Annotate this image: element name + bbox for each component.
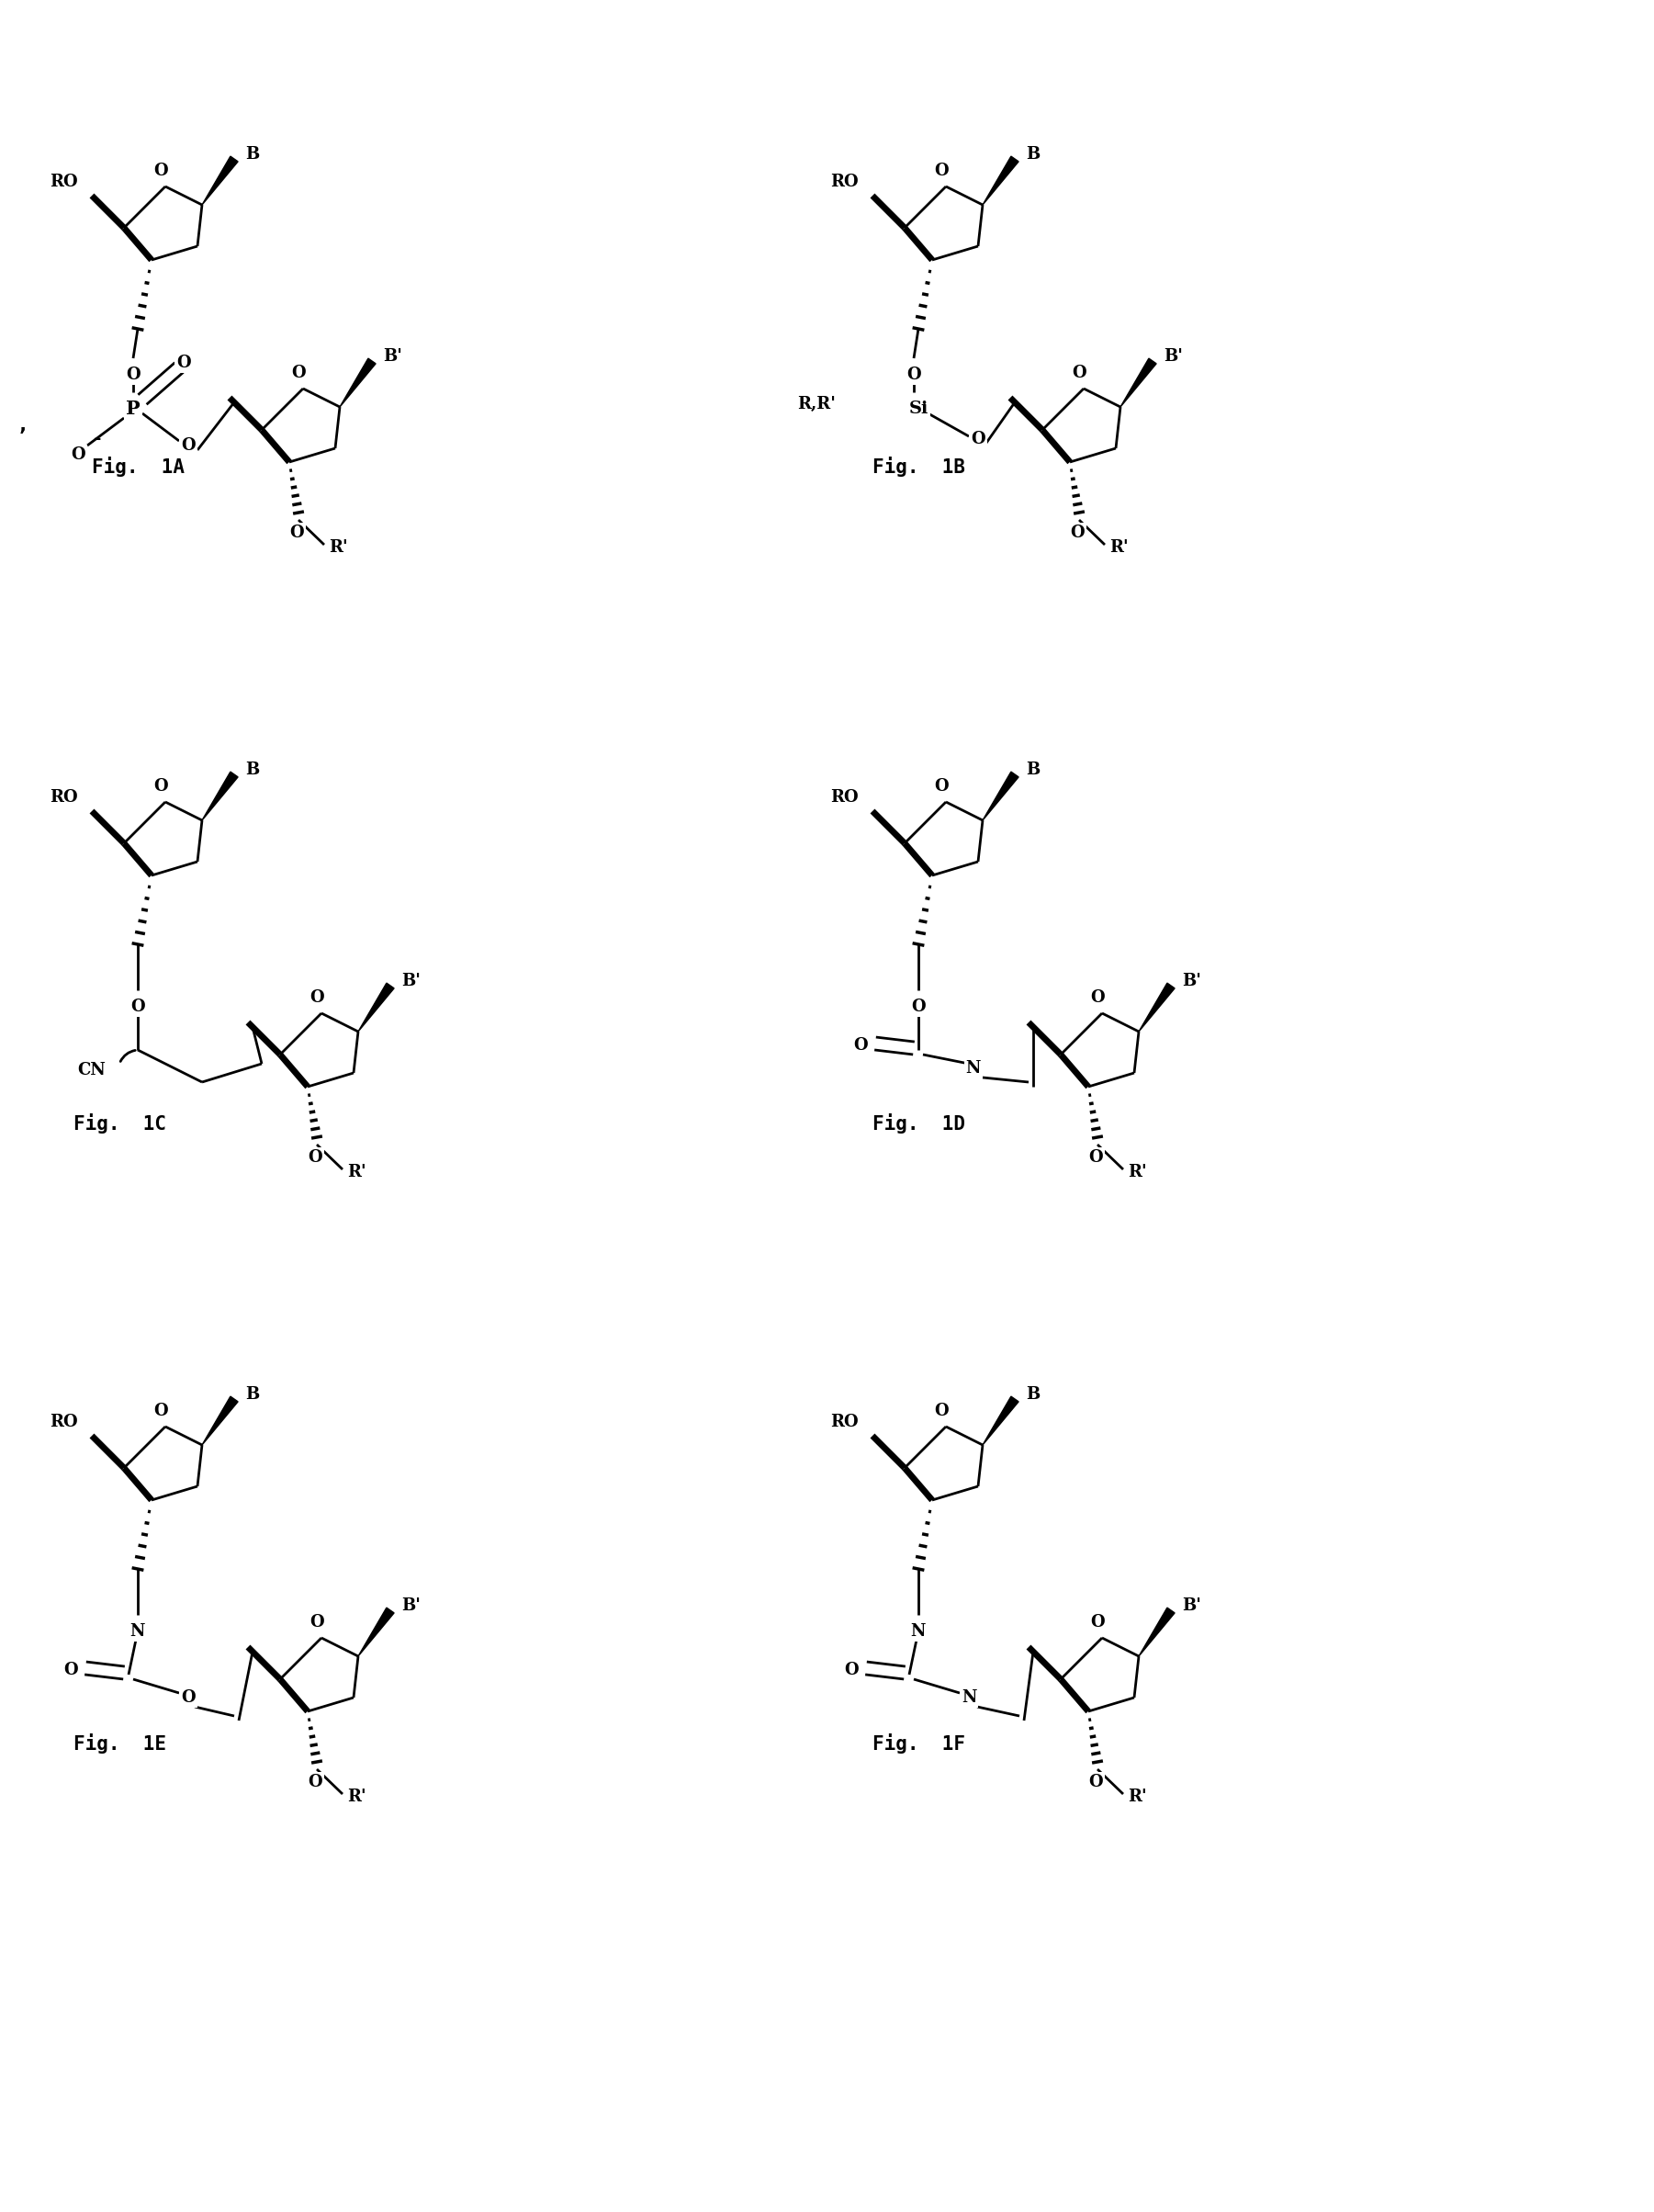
Text: RO: RO [50,173,78,190]
Polygon shape [982,1396,1019,1444]
Text: –: – [93,431,101,447]
Text: O: O [1088,1774,1103,1790]
Polygon shape [339,358,375,407]
Polygon shape [1140,1608,1174,1657]
Text: O: O [177,354,190,372]
Text: O: O [126,367,141,383]
Text: Fig.  1D: Fig. 1D [872,1113,964,1133]
Text: R,R': R,R' [797,396,835,411]
Text: R': R' [347,1790,366,1805]
Text: O: O [1072,365,1087,380]
Text: N: N [911,1624,926,1639]
Polygon shape [982,772,1019,821]
Text: O: O [180,438,195,453]
Text: O: O [154,1402,169,1420]
Text: B': B' [402,1597,420,1615]
Text: Fig.  1C: Fig. 1C [73,1113,165,1133]
Text: Fig.  1F: Fig. 1F [872,1734,964,1754]
Text: O: O [1088,1150,1103,1166]
Polygon shape [359,982,394,1031]
Text: B': B' [384,347,402,365]
Text: B: B [245,761,260,779]
Text: O: O [935,779,948,794]
Text: CN: CN [78,1062,106,1079]
Text: R': R' [347,1164,366,1181]
Text: R': R' [1128,1164,1146,1181]
Polygon shape [202,157,238,206]
Text: O: O [935,1402,948,1420]
Text: RO: RO [830,1413,858,1431]
Text: N: N [131,1624,146,1639]
Polygon shape [1120,358,1156,407]
Polygon shape [1140,982,1174,1031]
Text: O: O [844,1661,858,1679]
Text: RO: RO [830,790,858,805]
Text: O: O [308,1774,323,1790]
Text: O: O [911,998,926,1015]
Polygon shape [982,157,1019,206]
Polygon shape [202,772,238,821]
Text: B': B' [1183,973,1201,989]
Text: B: B [245,1387,260,1402]
Text: O: O [63,1661,78,1679]
Text: B: B [1025,1387,1040,1402]
Text: O: O [1090,989,1105,1006]
Text: R': R' [329,540,347,555]
Text: N: N [961,1690,976,1705]
Text: RO: RO [830,173,858,190]
Polygon shape [202,1396,238,1444]
Text: O: O [309,989,324,1006]
Text: RO: RO [50,790,78,805]
Text: R': R' [1128,1790,1146,1805]
Text: ’: ’ [20,427,26,445]
Text: B': B' [1163,347,1183,365]
Text: N: N [966,1060,981,1077]
Text: Si: Si [908,400,928,418]
Text: O: O [309,1615,324,1630]
Text: O: O [154,164,169,179]
Text: P: P [126,400,141,418]
Text: O: O [180,1690,195,1705]
Text: Fig.  1E: Fig. 1E [73,1734,165,1754]
Text: R': R' [1110,540,1128,555]
Text: O: O [853,1037,868,1053]
Text: B: B [245,146,260,164]
Text: O: O [906,367,921,383]
Text: O: O [971,431,986,447]
Polygon shape [359,1608,394,1657]
Text: O: O [71,447,86,462]
Text: O: O [291,365,306,380]
Text: O: O [1070,524,1085,542]
Text: O: O [154,779,169,794]
Text: B': B' [402,973,420,989]
Text: Fig.  1A: Fig. 1A [91,456,184,478]
Text: B: B [1025,761,1040,779]
Text: O: O [935,164,948,179]
Text: Fig.  1B: Fig. 1B [872,456,964,478]
Text: O: O [131,998,146,1015]
Text: O: O [1090,1615,1105,1630]
Text: RO: RO [50,1413,78,1431]
Text: O: O [308,1150,323,1166]
Text: B: B [1025,146,1040,164]
Text: O: O [289,524,304,542]
Text: B': B' [1183,1597,1201,1615]
